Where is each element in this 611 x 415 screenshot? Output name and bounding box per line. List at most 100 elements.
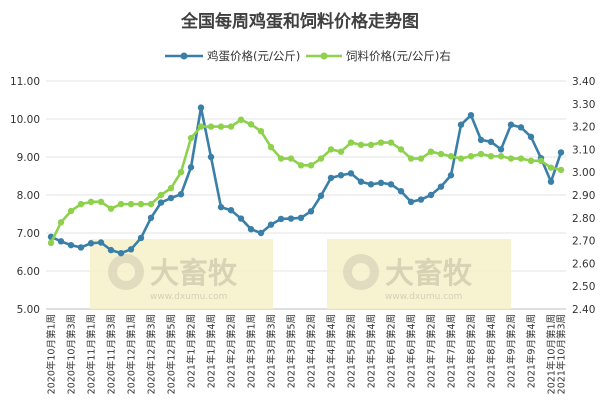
egg-price-point[interactable] — [387, 181, 395, 188]
feed-price-point[interactable] — [67, 207, 75, 215]
egg-price-point[interactable] — [257, 229, 265, 237]
egg-price-point[interactable] — [297, 214, 305, 221]
egg-price-point[interactable] — [157, 199, 165, 206]
feed-price-point[interactable] — [537, 157, 545, 164]
feed-price-point[interactable] — [397, 146, 405, 153]
feed-price-point[interactable] — [197, 123, 205, 130]
egg-price-point[interactable] — [247, 226, 255, 233]
feed-price-point[interactable] — [227, 123, 235, 130]
feed-price-point[interactable] — [267, 143, 275, 151]
egg-price-point[interactable] — [107, 246, 115, 254]
feed-price-point[interactable] — [157, 191, 165, 199]
egg-price-point[interactable] — [397, 188, 405, 195]
feed-price-point[interactable] — [307, 162, 315, 169]
egg-price-point[interactable] — [147, 214, 155, 221]
feed-price-point[interactable] — [177, 169, 185, 176]
egg-price-point[interactable] — [437, 183, 445, 190]
feed-price-point[interactable] — [187, 134, 195, 142]
egg-price-point[interactable] — [517, 124, 525, 131]
egg-price-point[interactable] — [417, 196, 425, 203]
egg-price-point[interactable] — [67, 241, 75, 249]
feed-price-point[interactable] — [357, 141, 365, 149]
feed-price-point[interactable] — [47, 239, 55, 247]
egg-price-point[interactable] — [477, 136, 485, 144]
egg-price-point[interactable] — [87, 240, 95, 247]
feed-price-point[interactable] — [467, 153, 475, 160]
egg-price-point[interactable] — [377, 179, 385, 187]
feed-price-point[interactable] — [257, 127, 265, 135]
feed-price-point[interactable] — [437, 150, 445, 158]
feed-price-point[interactable] — [377, 139, 385, 146]
egg-price-point[interactable] — [97, 239, 105, 246]
egg-price-point[interactable] — [487, 138, 495, 145]
feed-price-point[interactable] — [277, 155, 285, 162]
feed-price-point[interactable] — [387, 139, 395, 146]
egg-price-point[interactable] — [197, 104, 205, 111]
egg-price-point[interactable] — [347, 170, 355, 177]
egg-price-point[interactable] — [127, 246, 135, 253]
feed-price-point[interactable] — [417, 155, 425, 162]
egg-price-point[interactable] — [187, 164, 195, 171]
feed-price-point[interactable] — [317, 155, 325, 162]
feed-price-point[interactable] — [87, 198, 95, 206]
egg-price-point[interactable] — [267, 221, 275, 228]
feed-price-point[interactable] — [557, 166, 565, 174]
feed-price-point[interactable] — [107, 205, 115, 212]
feed-price-point[interactable] — [117, 200, 125, 208]
feed-price-point[interactable] — [127, 200, 135, 208]
egg-price-point[interactable] — [367, 181, 375, 188]
egg-price-point[interactable] — [177, 191, 185, 198]
feed-price-point[interactable] — [427, 148, 435, 155]
egg-price-point[interactable] — [507, 121, 515, 128]
feed-price-point[interactable] — [497, 153, 505, 160]
egg-price-point[interactable] — [527, 133, 535, 141]
egg-price-point[interactable] — [357, 178, 365, 185]
legend-item-egg[interactable]: 鸡蛋价格(元/公斤) — [165, 49, 300, 63]
feed-price-point[interactable] — [337, 148, 345, 155]
feed-price-point[interactable] — [97, 198, 105, 206]
egg-price-point[interactable] — [77, 244, 85, 251]
feed-price-point[interactable] — [517, 155, 525, 162]
egg-price-point[interactable] — [467, 112, 475, 119]
egg-price-point[interactable] — [337, 172, 345, 179]
egg-price-point[interactable] — [277, 215, 285, 223]
legend-item-feed[interactable]: 饲料价格(元/公斤)右 — [306, 49, 451, 63]
feed-price-point[interactable] — [167, 184, 175, 192]
egg-price-point[interactable] — [447, 172, 455, 179]
egg-price-point[interactable] — [547, 178, 555, 185]
feed-price-point[interactable] — [347, 139, 355, 146]
feed-price-point[interactable] — [487, 153, 495, 160]
egg-price-point[interactable] — [457, 121, 465, 128]
egg-price-point[interactable] — [557, 149, 565, 156]
feed-price-point[interactable] — [247, 121, 255, 128]
feed-price-point[interactable] — [137, 200, 145, 208]
egg-price-point[interactable] — [207, 153, 215, 161]
feed-price-point[interactable] — [77, 200, 85, 208]
feed-price-point[interactable] — [527, 157, 535, 164]
feed-price-point[interactable] — [207, 123, 215, 130]
feed-price-point[interactable] — [237, 116, 245, 123]
egg-price-point[interactable] — [117, 249, 125, 257]
egg-price-point[interactable] — [327, 174, 335, 182]
egg-price-point[interactable] — [497, 146, 505, 153]
feed-price-point[interactable] — [507, 155, 515, 162]
egg-price-point[interactable] — [237, 215, 245, 222]
egg-price-point[interactable] — [217, 203, 225, 211]
egg-price-point[interactable] — [137, 234, 145, 242]
feed-price-point[interactable] — [147, 200, 155, 208]
egg-price-point[interactable] — [307, 208, 315, 215]
feed-price-point[interactable] — [57, 219, 65, 226]
feed-price-point[interactable] — [327, 146, 335, 153]
feed-price-point[interactable] — [297, 162, 305, 169]
feed-price-point[interactable] — [287, 155, 295, 162]
egg-price-point[interactable] — [427, 191, 435, 199]
feed-price-point[interactable] — [457, 155, 465, 162]
egg-price-point[interactable] — [317, 192, 325, 199]
feed-price-point[interactable] — [477, 150, 485, 158]
egg-price-point[interactable] — [407, 198, 415, 206]
egg-price-point[interactable] — [287, 215, 295, 222]
egg-price-point[interactable] — [167, 194, 175, 202]
feed-price-point[interactable] — [217, 123, 225, 130]
feed-price-point[interactable] — [547, 164, 555, 171]
feed-price-point[interactable] — [407, 155, 415, 162]
